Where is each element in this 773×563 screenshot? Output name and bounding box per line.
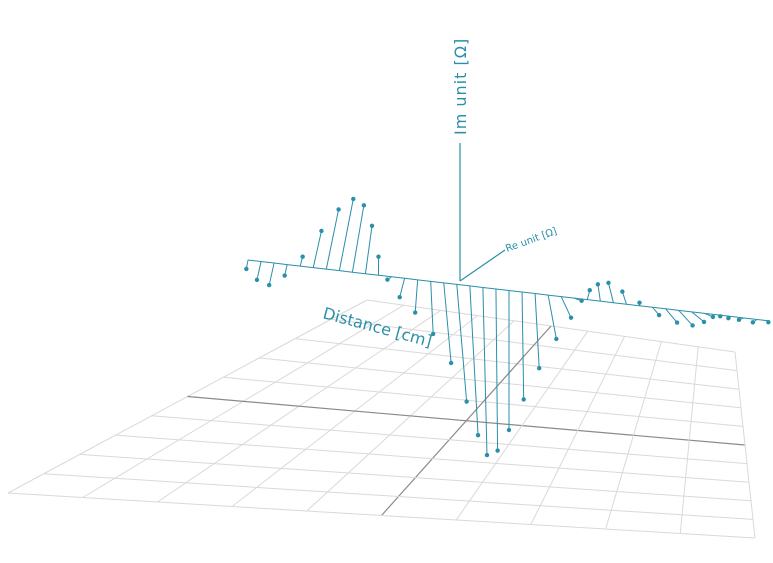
data-stem bbox=[326, 209, 338, 269]
data-point[interactable] bbox=[507, 428, 511, 432]
data-point[interactable] bbox=[397, 295, 401, 299]
data-stem bbox=[365, 226, 372, 274]
grid-line bbox=[188, 397, 746, 446]
grid-line bbox=[735, 352, 755, 538]
re-axis-line bbox=[460, 250, 505, 281]
data-stem bbox=[352, 205, 363, 272]
data-point[interactable] bbox=[637, 300, 641, 304]
data-stem bbox=[431, 281, 433, 334]
data-stem bbox=[257, 262, 261, 280]
data-stem bbox=[400, 278, 405, 297]
data-point[interactable] bbox=[588, 288, 592, 292]
grid-line bbox=[44, 474, 753, 520]
data-point[interactable] bbox=[711, 315, 715, 319]
data-stem bbox=[598, 284, 600, 301]
data-point[interactable] bbox=[267, 283, 271, 287]
data-stem bbox=[608, 283, 613, 303]
grid-line bbox=[8, 493, 755, 538]
grid-line bbox=[116, 435, 749, 482]
data-stem bbox=[339, 199, 353, 271]
data-stem bbox=[415, 280, 417, 313]
data-point[interactable] bbox=[362, 203, 366, 207]
data-point[interactable] bbox=[319, 229, 323, 233]
data-stem bbox=[522, 292, 524, 399]
grid-line bbox=[606, 342, 662, 529]
data-point[interactable] bbox=[476, 433, 480, 437]
data-stem bbox=[679, 310, 693, 325]
data-stem bbox=[457, 284, 467, 401]
data-point[interactable] bbox=[282, 273, 286, 277]
data-stem bbox=[444, 283, 451, 363]
data-stem bbox=[313, 231, 321, 268]
data-stem bbox=[269, 263, 274, 285]
data-point[interactable] bbox=[244, 267, 248, 271]
data-point[interactable] bbox=[521, 397, 525, 401]
data-point[interactable] bbox=[255, 278, 259, 282]
data-stem bbox=[666, 309, 677, 323]
data-point[interactable] bbox=[726, 316, 730, 320]
data-point[interactable] bbox=[413, 310, 417, 314]
data-point[interactable] bbox=[495, 448, 499, 452]
data-point[interactable] bbox=[579, 299, 583, 303]
data-point[interactable] bbox=[675, 320, 679, 324]
data-stem bbox=[535, 294, 539, 369]
data-point[interactable] bbox=[620, 289, 624, 293]
data-stem bbox=[496, 289, 498, 451]
data-point[interactable] bbox=[385, 277, 389, 281]
data-point[interactable] bbox=[569, 315, 573, 319]
data-point[interactable] bbox=[464, 399, 468, 403]
data-stem bbox=[483, 287, 487, 455]
data-point[interactable] bbox=[554, 337, 558, 341]
data-point[interactable] bbox=[766, 320, 770, 324]
axes bbox=[460, 143, 505, 281]
data-point[interactable] bbox=[351, 197, 355, 201]
data-point[interactable] bbox=[737, 318, 741, 322]
data-point[interactable] bbox=[718, 314, 722, 318]
data-point[interactable] bbox=[336, 207, 340, 211]
data-point[interactable] bbox=[606, 281, 610, 285]
data-point[interactable] bbox=[537, 366, 541, 370]
data-point[interactable] bbox=[300, 254, 304, 258]
re-axis-label: Re unit [Ω] bbox=[504, 226, 558, 255]
data-point[interactable] bbox=[751, 320, 755, 324]
data-point[interactable] bbox=[702, 320, 706, 324]
data-point[interactable] bbox=[657, 313, 661, 317]
data-point[interactable] bbox=[370, 224, 374, 228]
data-point[interactable] bbox=[376, 254, 380, 258]
data-point[interactable] bbox=[690, 323, 694, 327]
axis-labels: Im unit [Ω] Re unit [Ω] Distance [cm] bbox=[321, 38, 559, 351]
data-stem bbox=[548, 295, 556, 339]
data-point[interactable] bbox=[596, 282, 600, 286]
data-point[interactable] bbox=[449, 361, 453, 365]
data-stem bbox=[561, 297, 571, 318]
grid-line bbox=[152, 416, 747, 464]
grid-line bbox=[531, 336, 625, 524]
im-axis-label: Im unit [Ω] bbox=[451, 38, 470, 135]
data-point[interactable] bbox=[485, 453, 489, 457]
grid-line bbox=[80, 454, 751, 500]
